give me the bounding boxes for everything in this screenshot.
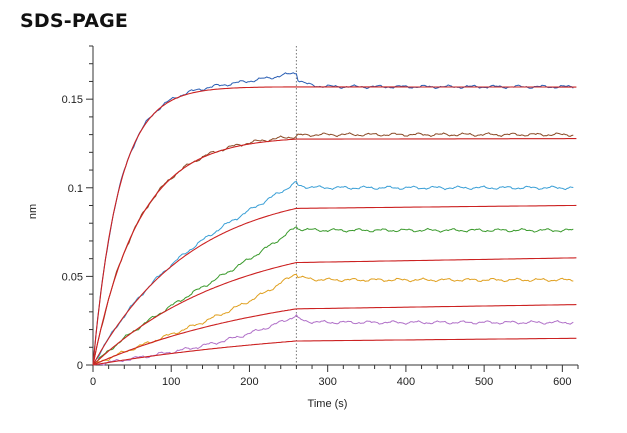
observed-trace-6 bbox=[92, 313, 574, 366]
fit-curve-3 bbox=[92, 204, 577, 366]
x-tick-label: 0 bbox=[90, 376, 96, 388]
x-tick-label: 600 bbox=[553, 376, 571, 388]
x-tick-label: 400 bbox=[397, 376, 415, 388]
observed-trace-5 bbox=[92, 274, 574, 366]
x-axis-title: Time (s) bbox=[308, 398, 348, 410]
fit-curve-1 bbox=[92, 86, 577, 366]
x-tick-label: 200 bbox=[240, 376, 258, 388]
y-tick-label: 0 bbox=[77, 360, 83, 372]
fit-curve-4 bbox=[92, 257, 577, 366]
y-tick-label: 0.15 bbox=[62, 94, 83, 106]
x-tick-label: 500 bbox=[475, 376, 493, 388]
observed-trace-4 bbox=[92, 226, 574, 366]
y-tick-label: 0.1 bbox=[68, 183, 83, 195]
x-tick-label: 300 bbox=[318, 376, 336, 388]
chart-axes: 0 100 200 300 400 500 600 0 0.05 0.1 0.15 Time (s) n… bbox=[27, 45, 579, 410]
y-axis-title: nm bbox=[27, 204, 39, 219]
fit-curve-5 bbox=[92, 304, 577, 366]
observed-trace-3 bbox=[92, 181, 574, 366]
observed-trace-1 bbox=[92, 72, 574, 366]
fit-curve-6 bbox=[92, 337, 577, 366]
observed-trace-2 bbox=[92, 132, 574, 366]
y-tick-label: 0.05 bbox=[62, 271, 83, 283]
x-tick-label: 100 bbox=[162, 376, 180, 388]
page-heading: SDS-PAGE bbox=[20, 10, 129, 32]
chart-marks bbox=[92, 46, 577, 366]
fit-curve-2 bbox=[92, 138, 577, 366]
